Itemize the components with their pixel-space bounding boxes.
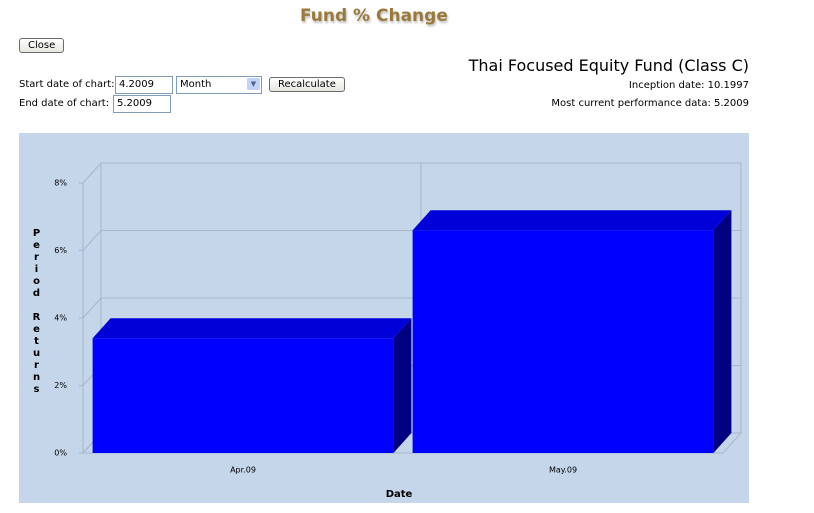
y-tick-label: 4% [54, 314, 67, 323]
end-label: End date of chart: [19, 98, 110, 109]
start-label: Start date of chart: [19, 79, 115, 90]
bar-side [393, 318, 412, 453]
start-input[interactable]: 4.2009 [115, 76, 173, 94]
end-input[interactable]: 5.2009 [113, 95, 171, 113]
fund-name: Thai Focused Equity Fund (Class C) [468, 56, 749, 75]
y-tick-label: 0% [54, 449, 67, 458]
y-tick-label: 2% [54, 381, 67, 390]
grid-line [82, 162, 102, 184]
bar [412, 230, 714, 453]
bar-side [713, 210, 732, 453]
x-tick-label: May.09 [549, 466, 577, 475]
grid-line [82, 230, 102, 251]
period-select[interactable]: Month ▼ [176, 76, 262, 94]
x-axis-label: Date [386, 489, 413, 500]
bar [92, 338, 394, 453]
dropdown-arrow: ▼ [247, 78, 260, 90]
y-tick-label: 8% [54, 179, 67, 188]
page-title: Fund % Change [300, 6, 448, 26]
inception-date: Inception date: 10.1997 [628, 80, 749, 91]
y-tick-label: 6% [54, 246, 67, 255]
bar-top [412, 210, 732, 231]
bar-top [92, 318, 412, 339]
recalculate-button[interactable]: Recalculate [269, 77, 345, 92]
close-button[interactable]: Close [19, 38, 65, 53]
current-data-date: Most current performance data: 5.2009 [551, 98, 749, 109]
grid-line [82, 297, 102, 319]
x-tick-label: Apr.09 [230, 466, 256, 475]
y-axis-label: Period Returns [31, 228, 42, 396]
period-value: Month [180, 79, 212, 90]
